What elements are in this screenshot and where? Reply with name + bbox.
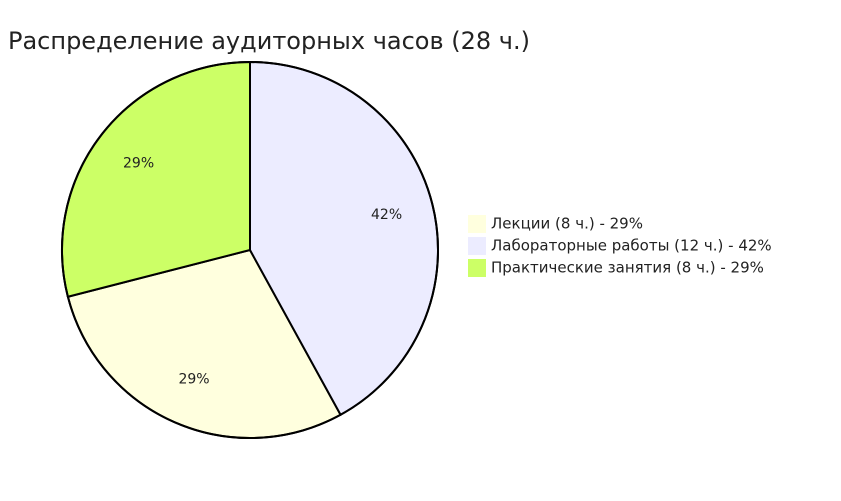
- legend-text: Лабораторные работы (12 ч.) - 42%: [491, 237, 772, 255]
- chart-title: Распределение аудиторных часов (28 ч.): [8, 27, 530, 55]
- slice-label: 29%: [178, 371, 209, 387]
- legend-text: Практические занятия (8 ч.) - 29%: [491, 259, 764, 277]
- slice-label: 29%: [123, 156, 154, 172]
- legend-swatch: [468, 259, 486, 277]
- legend-swatch: [468, 237, 486, 255]
- slice-label: 42%: [371, 207, 402, 223]
- legend-swatch: [468, 215, 486, 233]
- legend-text: Лекции (8 ч.) - 29%: [491, 215, 643, 233]
- pie-outline: [61, 61, 439, 439]
